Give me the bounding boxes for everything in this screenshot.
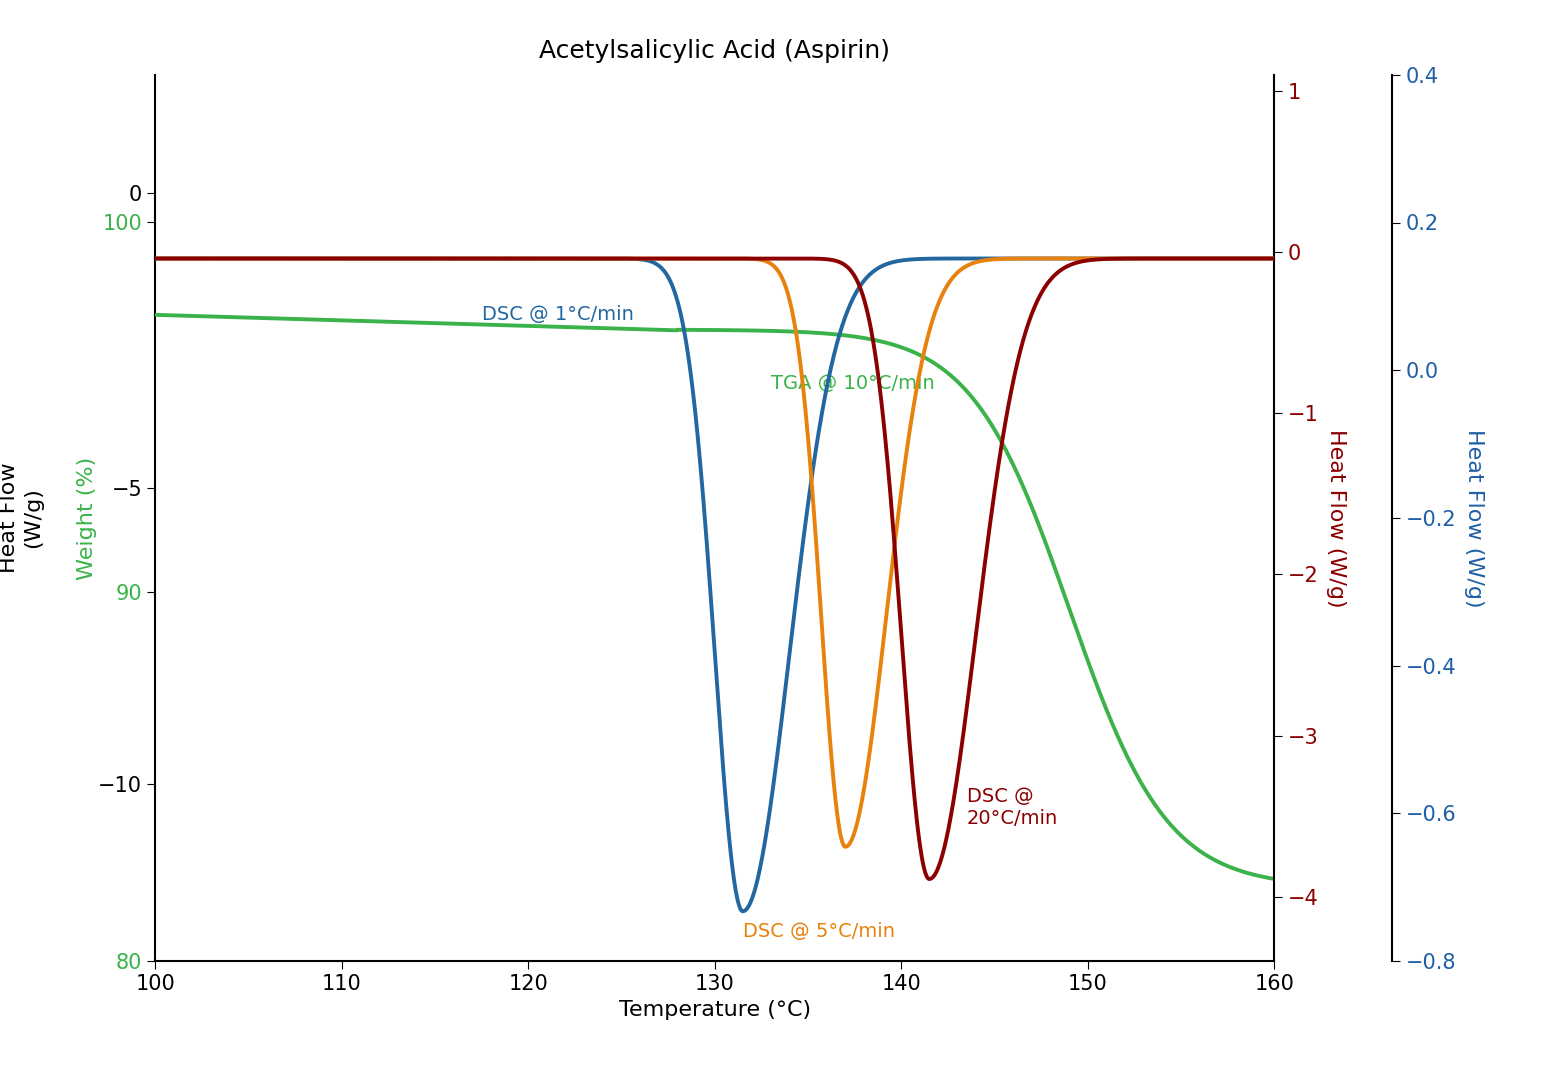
Text: TGA @ 10°C/min: TGA @ 10°C/min (771, 374, 934, 393)
Y-axis label: Heat Flow (W/g): Heat Flow (W/g) (1464, 428, 1484, 608)
Y-axis label: Weight (%): Weight (%) (76, 456, 96, 580)
Y-axis label: Heat Flow (W/g): Heat Flow (W/g) (1326, 428, 1346, 608)
Y-axis label: Heat Flow
(W/g): Heat Flow (W/g) (0, 462, 42, 574)
Text: DSC @ 1°C/min: DSC @ 1°C/min (482, 304, 634, 324)
Title: Acetylsalicylic Acid (Aspirin): Acetylsalicylic Acid (Aspirin) (539, 40, 890, 63)
Text: DSC @
20°C/min: DSC @ 20°C/min (967, 787, 1058, 828)
Text: DSC @ 5°C/min: DSC @ 5°C/min (743, 922, 895, 941)
X-axis label: Temperature (°C): Temperature (°C) (618, 1000, 811, 1020)
